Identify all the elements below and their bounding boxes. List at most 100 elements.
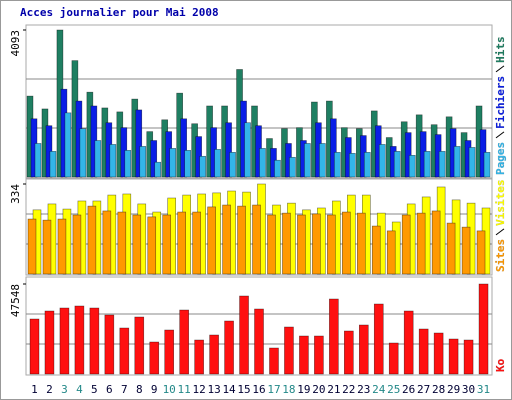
bar	[423, 151, 431, 178]
bar	[289, 156, 296, 178]
bar	[147, 216, 157, 275]
bar	[192, 211, 201, 275]
legend-label: Hits	[494, 36, 507, 63]
bar	[330, 118, 337, 178]
bar	[297, 214, 306, 275]
bar	[378, 144, 386, 178]
bar	[94, 140, 102, 178]
x-tick-label: 7	[121, 383, 128, 396]
x-tick-label: 30	[462, 383, 475, 396]
y-tick-label: 4093	[9, 30, 22, 57]
bar	[433, 332, 444, 375]
bar	[319, 143, 326, 178]
bar	[244, 122, 251, 178]
bar	[304, 143, 311, 178]
bar	[453, 146, 461, 178]
bar	[139, 146, 147, 178]
bar	[371, 225, 381, 275]
x-tick-label: 14	[222, 383, 236, 396]
x-tick-label: 29	[447, 383, 460, 396]
bar	[179, 309, 189, 375]
bar	[180, 118, 187, 178]
x-tick-label: 17	[267, 383, 280, 396]
bar	[404, 132, 412, 178]
legend-separator	[495, 131, 505, 139]
bar	[117, 211, 127, 275]
bar	[87, 205, 97, 275]
bar	[207, 206, 216, 275]
bar	[342, 211, 351, 275]
x-tick-label: 21	[327, 383, 340, 396]
bar	[224, 320, 234, 375]
bar	[356, 212, 366, 275]
x-tick-label: 19	[297, 383, 310, 396]
bar	[403, 310, 414, 375]
x-tick-label: 3	[61, 383, 68, 396]
x-tick-label: 12	[193, 383, 206, 396]
x-tick-label: 9	[151, 383, 158, 396]
x-tick-label: 8	[136, 383, 143, 396]
x-tick-label: 5	[91, 383, 98, 396]
x-tick-label: 1	[31, 383, 38, 396]
legend-label: Visites	[494, 180, 507, 226]
bar	[373, 303, 384, 375]
bar	[418, 328, 429, 375]
bar	[401, 214, 411, 275]
bar	[149, 341, 160, 375]
bar	[344, 330, 354, 375]
bar	[274, 159, 281, 178]
x-tick-label: 16	[252, 383, 265, 396]
x-tick-label: 10	[163, 383, 176, 396]
bar	[267, 214, 276, 275]
legend-separator	[495, 65, 505, 73]
bar	[89, 307, 100, 375]
bar	[259, 148, 266, 178]
bar	[150, 140, 158, 178]
bar	[334, 152, 341, 178]
bar	[214, 149, 221, 178]
bar	[269, 347, 279, 375]
y-tick-label: 47548	[9, 284, 22, 317]
x-tick-label: 11	[178, 383, 191, 396]
bar	[119, 327, 130, 375]
bar	[312, 213, 321, 275]
bar	[194, 339, 204, 375]
bar	[329, 298, 339, 375]
legend-label: Sites	[494, 239, 507, 272]
bar	[162, 214, 172, 275]
x-tick-label: 26	[402, 383, 415, 396]
bar	[64, 112, 72, 178]
chart-title: Acces journalier pour Mai 2008	[20, 6, 219, 19]
bar	[388, 342, 399, 375]
x-tick-label: 18	[282, 383, 295, 396]
bar	[72, 214, 82, 275]
bar	[222, 204, 231, 275]
bar	[237, 205, 246, 275]
bar	[124, 150, 132, 178]
bar	[463, 339, 474, 375]
x-tick-label: 31	[477, 383, 490, 396]
legend-label: Pages	[494, 142, 507, 175]
bar	[254, 308, 264, 375]
bar	[199, 155, 206, 178]
bar	[44, 310, 55, 375]
bar	[57, 218, 67, 275]
bar	[27, 218, 37, 275]
bar	[393, 151, 401, 178]
bar	[438, 151, 446, 178]
bar	[135, 109, 143, 178]
bar	[229, 152, 236, 178]
bar	[299, 335, 309, 375]
bar	[349, 153, 356, 178]
bar	[74, 305, 85, 375]
bar	[284, 326, 294, 375]
x-tick-label: 6	[106, 383, 113, 396]
bar	[314, 335, 324, 375]
bar	[79, 128, 87, 178]
bar	[132, 214, 142, 275]
x-tick-label: 23	[357, 383, 370, 396]
legend-label: Fichiers	[494, 76, 507, 129]
bar	[327, 214, 336, 275]
bar	[42, 219, 52, 275]
